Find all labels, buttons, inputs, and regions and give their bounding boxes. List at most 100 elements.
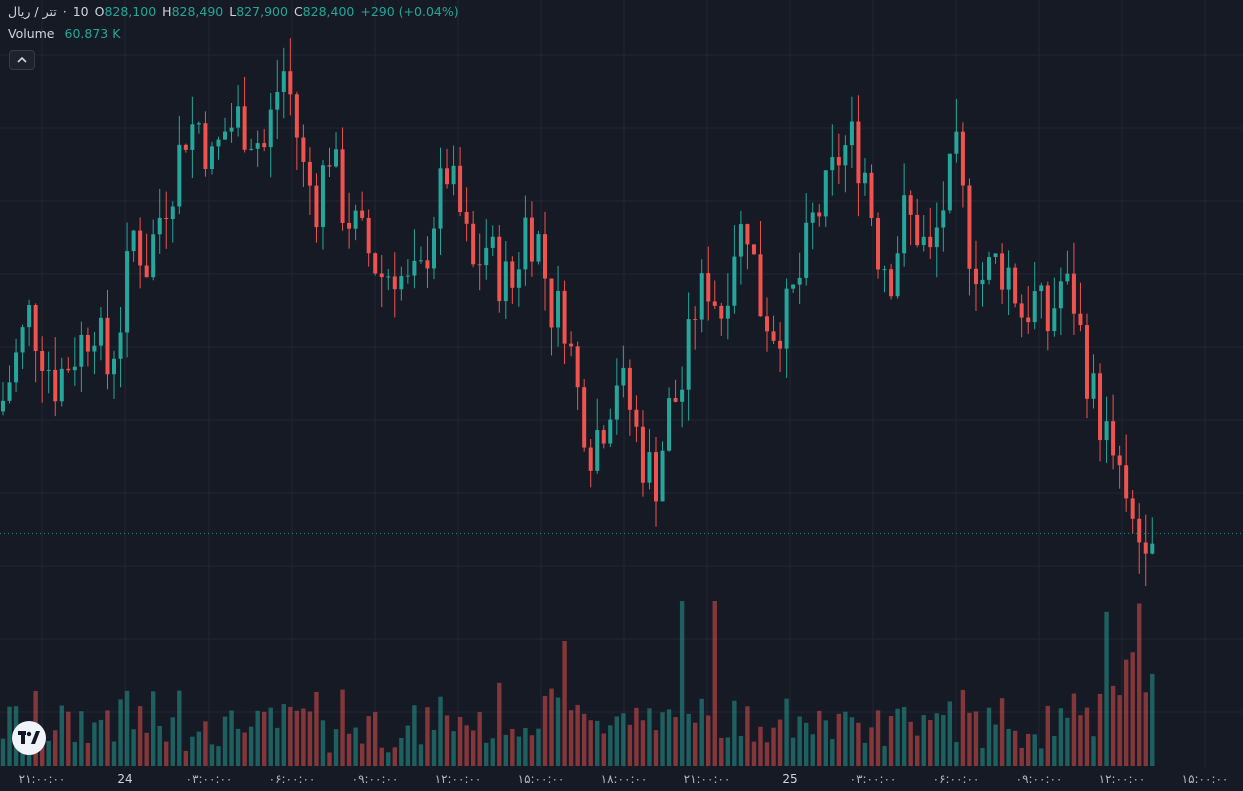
low-label: L: [229, 3, 237, 19]
candle-body: [33, 305, 38, 352]
volume-bar: [706, 715, 711, 766]
volume-bar: [1071, 693, 1077, 766]
volume-bar: [856, 722, 861, 766]
volume-label[interactable]: Volume: [8, 26, 55, 41]
volume-bar: [294, 710, 300, 766]
candle-body: [144, 265, 149, 278]
volume-bar: [817, 710, 822, 766]
candle-body: [1000, 253, 1005, 290]
volume-legend: Volume 60.873 K: [8, 26, 120, 41]
legend-separator: ·: [62, 3, 67, 19]
volume-bar: [686, 713, 691, 766]
volume-bar: [941, 714, 946, 766]
volume-bar: [1130, 652, 1135, 766]
x-tick-label: ۱۵:۰۰:۰۰: [1181, 772, 1229, 786]
volume-bar: [222, 716, 228, 766]
interval-label[interactable]: 10: [72, 3, 89, 19]
volume-bar: [719, 737, 724, 766]
candle-body: [614, 385, 619, 420]
volume-bar: [46, 740, 51, 766]
candle-body: [1006, 267, 1011, 290]
candle-body: [431, 228, 436, 269]
volume-bar: [1084, 707, 1090, 766]
volume-bar: [262, 711, 267, 766]
candle-body: [699, 273, 704, 320]
volume-bar: [869, 727, 874, 766]
volume-bar: [98, 719, 104, 766]
candle-body: [125, 251, 130, 333]
volume-bar: [164, 741, 169, 766]
volume-bar: [72, 741, 78, 766]
volume-bar: [438, 696, 443, 766]
volume-bar: [928, 720, 933, 766]
candle-body: [40, 351, 45, 371]
volume-bar: [196, 731, 202, 766]
candle-body: [876, 218, 881, 270]
candle-body: [405, 275, 410, 277]
volume-bar: [150, 691, 156, 766]
volume-bar: [307, 711, 313, 766]
candle-body: [183, 144, 188, 150]
change-value: +290 (+0.04%): [360, 3, 459, 19]
x-tick-label: ۱۲:۰۰:۰۰: [1098, 772, 1146, 786]
volume-bar: [470, 730, 476, 766]
x-tick-label: 24: [117, 772, 133, 786]
volume-bar: [843, 711, 848, 766]
volume-bar: [1065, 717, 1070, 766]
candle-body: [320, 165, 325, 228]
volume-bar: [333, 729, 339, 766]
volume-bar: [823, 720, 828, 766]
volume-bar: [431, 729, 437, 766]
candle-body: [105, 317, 110, 375]
candle-body: [98, 317, 103, 346]
open-label: O: [94, 3, 105, 19]
candle-body: [1013, 267, 1018, 304]
volume-bar: [79, 711, 84, 766]
candle-body: [686, 319, 691, 390]
candle-body: [889, 269, 894, 297]
candle-body: [1032, 291, 1037, 323]
candle-body: [640, 426, 645, 483]
volume-bar: [986, 707, 992, 766]
tradingview-logo[interactable]: [12, 721, 46, 755]
volume-bar: [516, 736, 522, 766]
x-tick-label: ۲۱:۰۰:۰۰: [683, 772, 731, 786]
volume-bar: [203, 721, 208, 766]
volume-bar: [1078, 715, 1083, 766]
volume-bar: [190, 736, 195, 766]
volume-bar: [281, 704, 286, 766]
collapse-legend-button[interactable]: [9, 50, 35, 70]
candle-body: [294, 94, 299, 138]
volume-bar: [353, 727, 358, 766]
candle-body: [895, 253, 900, 297]
candle-body: [536, 234, 541, 262]
symbol-name[interactable]: تتر / ریال: [8, 3, 57, 19]
candle-body: [1, 400, 5, 412]
time-axis[interactable]: ۲۱:۰۰:۰۰ 24 ۰۳:۰۰:۰۰ ۰۶:۰۰:۰۰ ۰۹:۰۰:۰۰ ۱۲:۰۰:…: [0, 768, 1243, 791]
volume-bar: [346, 733, 352, 766]
candle-body: [262, 143, 267, 148]
volume-bar: [555, 697, 561, 766]
volume-bar: [275, 727, 280, 766]
candle-body: [157, 217, 162, 235]
candle-body: [1058, 281, 1063, 309]
candle-body: [229, 127, 234, 132]
tradingview-logo-icon: [18, 731, 40, 744]
volume-bar: [934, 713, 939, 766]
candle-body: [993, 253, 998, 258]
volume-bar: [255, 710, 260, 766]
candle-body: [1143, 542, 1148, 554]
candle-body: [242, 106, 247, 150]
candle-body: [92, 345, 97, 352]
volume-bar: [111, 741, 117, 766]
candle-body: [516, 269, 521, 288]
volume-bar: [1110, 685, 1116, 766]
candle-body: [621, 367, 626, 386]
x-tick-label: ۰۶:۰۰:۰۰: [932, 772, 980, 786]
candle-body: [732, 256, 737, 306]
candle-body: [503, 261, 508, 302]
candle-body: [947, 153, 952, 211]
candle-body: [882, 269, 887, 271]
volume-bar: [836, 713, 842, 766]
